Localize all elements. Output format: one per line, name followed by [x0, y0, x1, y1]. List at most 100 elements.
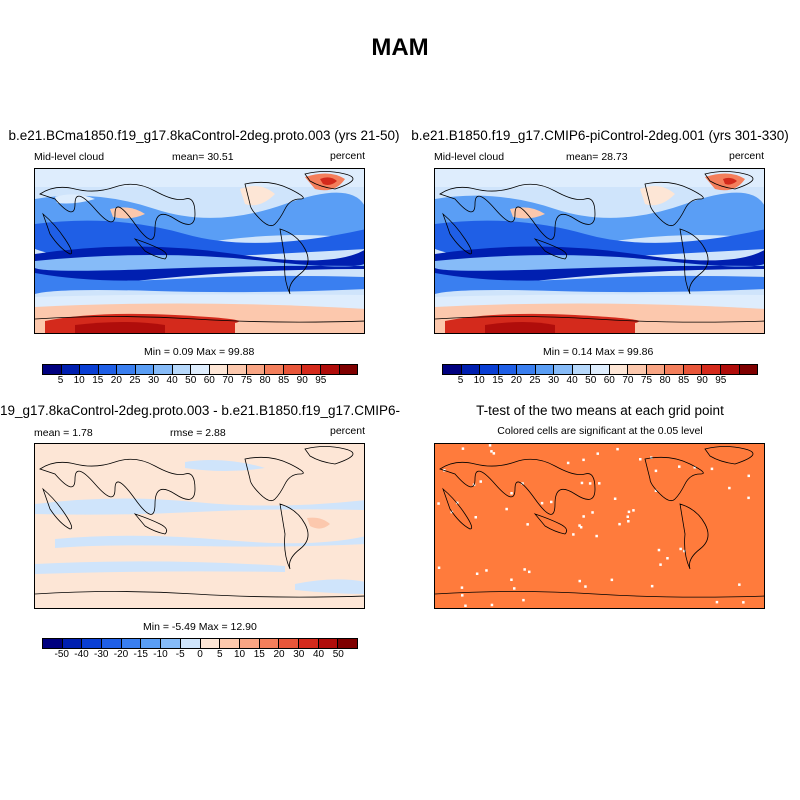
panel2-colorbar-tick-label: 50 [585, 375, 597, 386]
panel4-nonsignificant-cell [742, 601, 745, 604]
panel1-colorbar-swatch [43, 365, 62, 374]
panel1-map [34, 168, 365, 334]
panel4-nonsignificant-cell [510, 578, 513, 581]
panel1-colorbar-swatch [172, 365, 192, 374]
panel3-colorbar-swatch [298, 639, 319, 648]
panel2-colorbar-swatch [609, 365, 629, 374]
panel3-colorbar-tick-label: -10 [153, 649, 168, 660]
panel1-colorbar-tick-label: 50 [185, 375, 197, 386]
panel2-colorbar-swatch [554, 365, 573, 374]
panel3-colorbar-swatch [161, 639, 181, 648]
panel4-nonsignificant-cell [437, 566, 441, 569]
panel4-nonsignificant-cell [522, 598, 525, 602]
panel4-nonsignificant-cell [710, 467, 714, 471]
panel1-minmax: Min = 0.09 Max = 99.88 [144, 346, 255, 358]
panel4-nonsignificant-cell [627, 510, 631, 514]
panel3-title: 19_g17.8kaControl-2deg.proto.003 - b.e21… [0, 403, 400, 418]
panel1-mean-label: mean= 30.51 [172, 151, 234, 163]
panel2-colorbar-labels: 5 10 15 20 25 30 40 50 60 70 75 80 85 90 95 [442, 375, 758, 387]
panel2-colorbar-swatch [443, 365, 462, 374]
panel3-colorbar-swatch [259, 639, 280, 648]
panel3-colorbar-swatch [62, 639, 83, 648]
panel2-colorbar-swatch [646, 365, 666, 374]
panel3-colorbar-swatch [102, 639, 122, 648]
panel2-colorbar-tick-label: 25 [529, 375, 541, 386]
panel1-colorbar-swatch [339, 365, 358, 374]
panel4-nonsignificant-cell [639, 458, 642, 461]
panel4-nonsignificant-cell [513, 587, 516, 590]
panel4-nonsignificant-cell [626, 515, 629, 518]
panel4-nonsignificant-cell [613, 497, 617, 500]
panel4-nonsignificant-cell [747, 474, 750, 478]
panel4-nonsignificant-cell [488, 444, 492, 447]
panel1-colorbar-swatch [61, 365, 81, 374]
panel3-colorbar-swatch [239, 639, 260, 648]
panel4-nonsignificant-cell [659, 563, 662, 566]
panel1-colorbar-tick-label: 25 [129, 375, 141, 386]
panel4-nonsignificant-cell [526, 523, 529, 526]
panel1-colorbar-tick-label: 20 [110, 375, 122, 386]
panel4-nonsignificant-cell [579, 526, 583, 529]
panel4-nonsignificant-cell [650, 584, 654, 588]
panel1-colorbar-swatch [154, 365, 173, 374]
panel4-map-svg [435, 444, 764, 608]
panel1-colorbar-swatch [135, 365, 155, 374]
panel3-colorbar-swatch [82, 639, 103, 648]
panel4-nonsignificant-cell [580, 481, 584, 485]
panel2-minmax: Min = 0.14 Max = 99.86 [543, 346, 654, 358]
panel4-nonsignificant-cell [492, 452, 496, 455]
panel4-nonsignificant-cell [715, 600, 719, 604]
panel4-nonsignificant-cell [578, 524, 581, 527]
panel3-colorbar-tick-label: 5 [216, 649, 223, 660]
panel3-colorbar-tick-label: -40 [74, 649, 89, 660]
panel2-colorbar-swatch [572, 365, 592, 374]
panel2-colorbar-tick-label: 75 [640, 375, 653, 386]
panel2-colorbar-swatch [665, 365, 684, 374]
panel4-nonsignificant-cell [505, 507, 508, 511]
panel1-colorbar-tick-label: 70 [222, 375, 234, 386]
panel3-colorbar [42, 638, 358, 649]
panel1-colorbar-tick-label: 95 [315, 375, 327, 386]
panel4-nonsignificant-cell [610, 578, 614, 582]
panel2-colorbar-swatch [461, 365, 481, 374]
panel4-nonsignificant-cell [528, 570, 531, 574]
panel4-map [434, 443, 765, 609]
panel4-nonsignificant-cell [618, 522, 621, 526]
panel3-units-label: percent [330, 425, 366, 437]
panel3-colorbar-tick-label: 10 [233, 649, 246, 660]
figure-title: MAM [371, 34, 429, 61]
panel3-colorbar-tick-label: -20 [113, 649, 129, 660]
panel4-nonsignificant-cell [747, 496, 750, 500]
panel4-nonsignificant-cell [596, 452, 599, 455]
panel1-colorbar-tick-label: 15 [92, 375, 104, 386]
panel4-nonsignificant-cell [598, 482, 601, 485]
panel4-nonsignificant-cell [654, 469, 658, 473]
panel4-nonsignificant-cell [460, 586, 464, 589]
panel4-nonsignificant-cell [485, 569, 488, 572]
panel1-colorbar-tick-label: 40 [166, 375, 178, 386]
panel2-colorbar-tick-label: 15 [492, 375, 504, 386]
panel4-nonsignificant-cell [437, 502, 440, 505]
panel2-colorbar-swatch [683, 365, 703, 374]
panel2-colorbar-tick-label: 20 [510, 375, 522, 386]
panel3-colorbar-swatch [279, 639, 299, 648]
panel4-nonsignificant-cell [479, 480, 482, 483]
panel1-colorbar-swatch [80, 365, 99, 374]
panel1-colorbar-swatch [191, 365, 210, 374]
panel2-colorbar-swatch [702, 365, 721, 374]
panel3-map [34, 443, 365, 609]
panel4-nonsignificant-cell [632, 509, 635, 512]
panel2-map-svg [435, 169, 764, 333]
panel4-nonsignificant-cell [578, 579, 581, 583]
panel1-colorbar-tick-label: 75 [240, 375, 253, 386]
panel1-colorbar-tick-label: 85 [278, 375, 290, 386]
panel2-colorbar-tick-label: 40 [566, 375, 578, 386]
panel4-nonsignificant-cell [461, 594, 464, 597]
panel4-nonsignificant-cell [550, 500, 553, 504]
panel4-nonsignificant-cell [683, 549, 686, 553]
panel4-nonsignificant-cell [540, 501, 544, 505]
panel1-colorbar-swatch [302, 365, 321, 374]
panel1-colorbar-swatch [98, 365, 118, 374]
panel2-colorbar-tick-label: 5 [457, 375, 464, 386]
panel2-map [434, 168, 765, 334]
